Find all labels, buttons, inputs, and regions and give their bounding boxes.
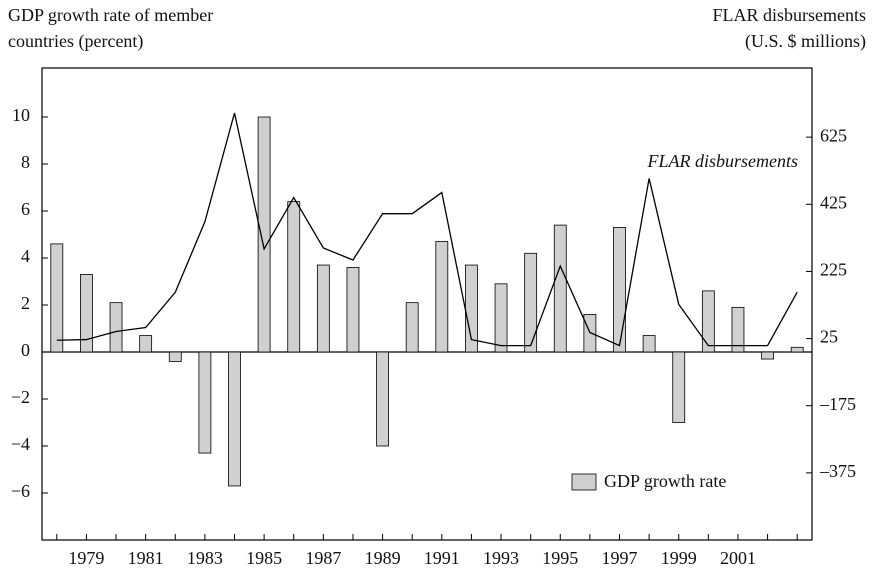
y-tick-label: 0 xyxy=(21,340,30,360)
y2-axis-label: (U.S. $ millions) xyxy=(745,31,866,52)
x-tick-label: 1983 xyxy=(187,548,223,568)
bar xyxy=(376,351,389,447)
bar xyxy=(701,290,715,353)
bar xyxy=(287,201,301,353)
bar xyxy=(316,264,330,353)
bar xyxy=(80,274,93,353)
bar xyxy=(405,302,419,353)
bar xyxy=(790,346,804,353)
annotation: FLAR disbursements xyxy=(647,151,799,171)
y-tick-label: 8 xyxy=(21,152,30,172)
y-axis-label: GDP growth rate of member xyxy=(8,5,213,25)
y-tick-label: −4 xyxy=(11,434,30,454)
bar xyxy=(346,266,360,353)
x-tick-label: 1981 xyxy=(128,548,164,568)
x-tick-label: 1993 xyxy=(483,548,519,568)
legend-label: GDP growth rate xyxy=(604,471,726,491)
y2-tick-label: 25 xyxy=(820,327,838,347)
y-tick-label: −6 xyxy=(11,481,30,501)
bar xyxy=(553,224,567,353)
y2-tick-label: –175 xyxy=(819,394,856,414)
plot-frame xyxy=(41,67,813,541)
legend-swatch xyxy=(571,473,597,491)
x-tick-label: 1989 xyxy=(365,548,401,568)
x-tick-label: 1979 xyxy=(68,548,104,568)
line xyxy=(56,112,798,347)
bar xyxy=(50,243,64,353)
bar xyxy=(228,351,241,487)
y-tick-label: 10 xyxy=(12,105,30,125)
bar xyxy=(109,302,123,353)
bar xyxy=(257,116,271,353)
y2-tick-label: –375 xyxy=(819,461,856,481)
bar xyxy=(198,351,212,454)
bar xyxy=(761,351,774,360)
x-tick-label: 1991 xyxy=(424,548,460,568)
y-tick-label: 6 xyxy=(21,199,30,219)
bar xyxy=(672,351,686,423)
bar xyxy=(642,335,656,353)
y-tick-label: −2 xyxy=(11,387,30,407)
y2-axis-label: FLAR disbursements xyxy=(712,5,866,25)
x-tick-label: 1985 xyxy=(246,548,282,568)
bar xyxy=(168,351,182,362)
y2-tick-label: 225 xyxy=(820,260,847,280)
y2-tick-label: 425 xyxy=(820,192,847,212)
x-tick-label: 1995 xyxy=(542,548,578,568)
y2-tick-label: 625 xyxy=(820,125,847,145)
x-tick-label: 1997 xyxy=(602,548,638,568)
x-tick-label: 1987 xyxy=(305,548,341,568)
y-tick-label: 2 xyxy=(21,293,30,313)
y-tick-label: 4 xyxy=(21,246,30,266)
x-tick-label: 2001 xyxy=(720,548,756,568)
bar xyxy=(613,227,626,353)
x-tick-label: 1999 xyxy=(661,548,697,568)
bar xyxy=(139,335,153,353)
bar xyxy=(731,306,745,353)
bar xyxy=(524,252,538,353)
bar xyxy=(494,283,508,353)
bar xyxy=(435,241,449,353)
y-axis-label: countries (percent) xyxy=(8,31,143,52)
